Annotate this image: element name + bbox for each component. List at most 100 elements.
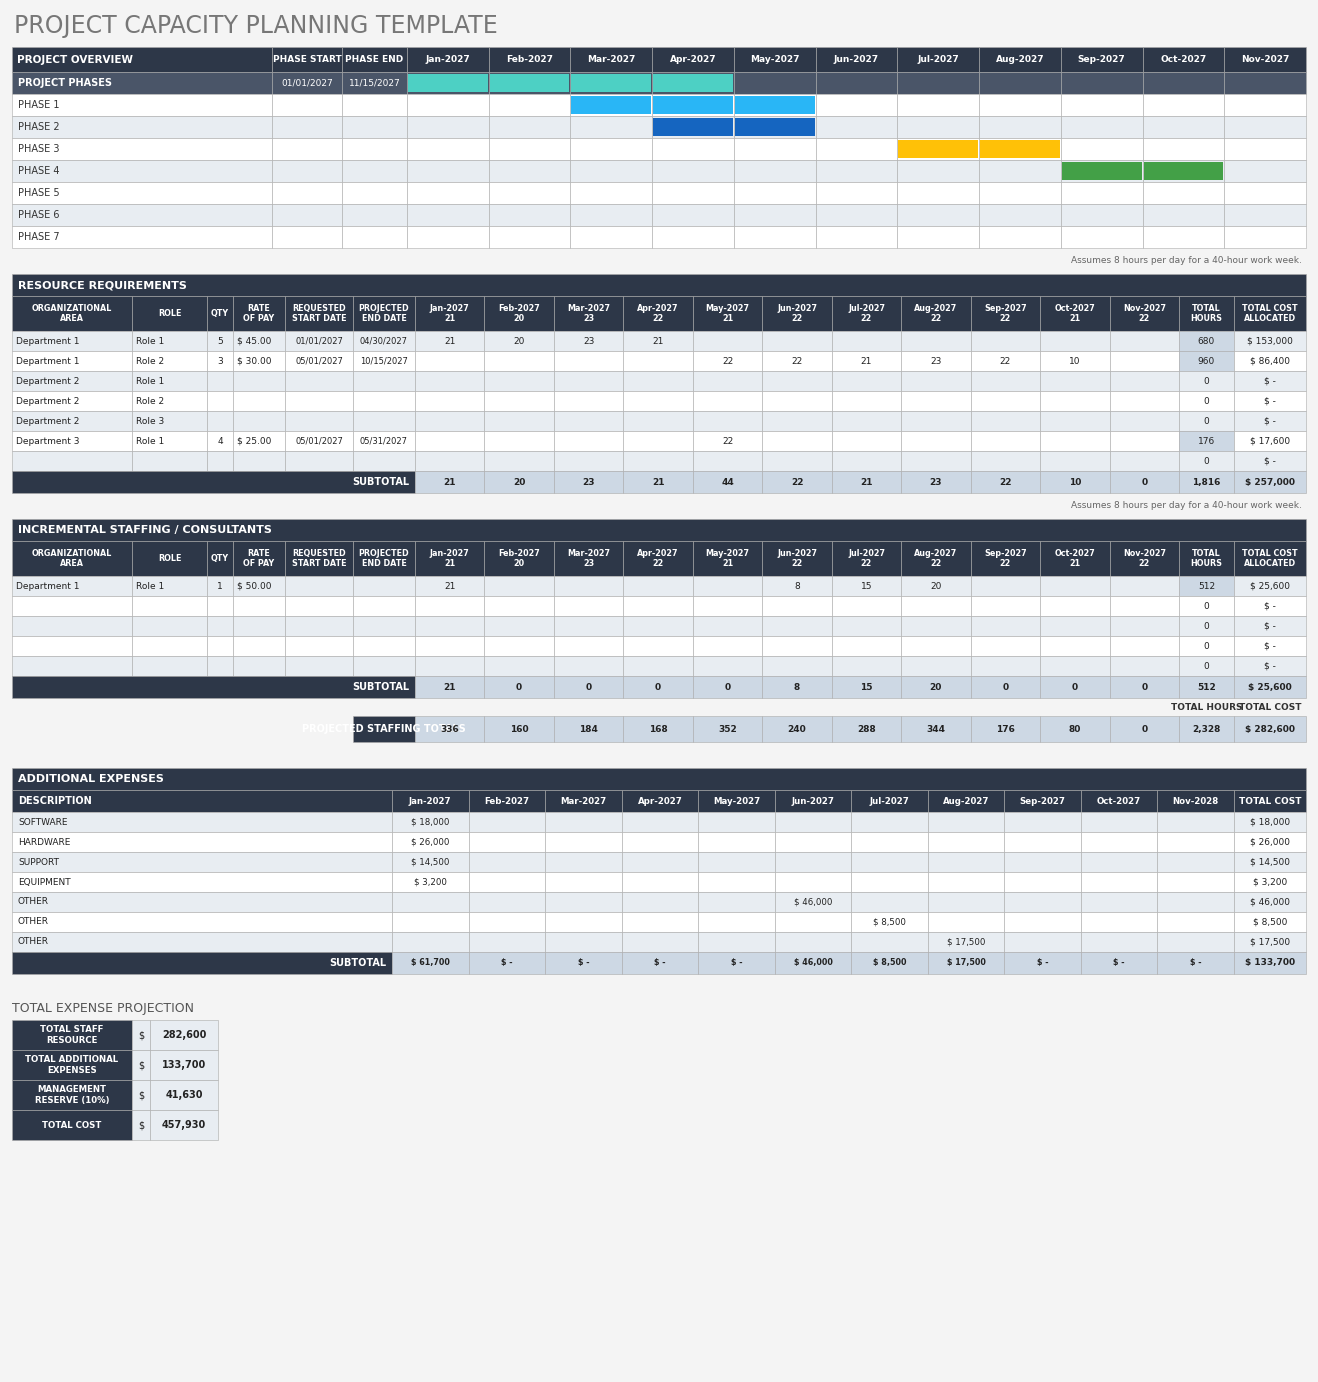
Bar bbox=[1234, 391, 1306, 410]
Bar bbox=[489, 160, 571, 182]
Bar bbox=[485, 576, 554, 596]
Bar bbox=[1061, 205, 1143, 227]
Text: DESCRIPTION: DESCRIPTION bbox=[18, 796, 92, 806]
Text: 22: 22 bbox=[722, 357, 733, 365]
Bar bbox=[816, 116, 898, 138]
Bar bbox=[12, 768, 1306, 791]
Text: PROJECT PHASES: PROJECT PHASES bbox=[18, 77, 112, 88]
Bar bbox=[623, 676, 693, 698]
Bar bbox=[1234, 872, 1306, 891]
Bar bbox=[970, 596, 1040, 616]
Text: TOTAL
HOURS: TOTAL HOURS bbox=[1190, 549, 1223, 568]
Bar bbox=[775, 952, 851, 974]
Bar bbox=[832, 451, 902, 471]
Text: $ -: $ - bbox=[1264, 601, 1276, 611]
Bar bbox=[468, 872, 546, 891]
Bar bbox=[554, 451, 623, 471]
Bar bbox=[353, 351, 415, 370]
Bar bbox=[415, 431, 485, 451]
Text: $ -: $ - bbox=[1264, 662, 1276, 670]
Text: OTHER: OTHER bbox=[18, 897, 49, 907]
Text: 4: 4 bbox=[217, 437, 223, 445]
Text: TOTAL COST
ALLOCATED: TOTAL COST ALLOCATED bbox=[1242, 549, 1298, 568]
Bar bbox=[12, 851, 391, 872]
Bar bbox=[485, 410, 554, 431]
Text: Jan-2027
21: Jan-2027 21 bbox=[430, 304, 469, 323]
Bar bbox=[391, 952, 468, 974]
Bar bbox=[12, 138, 272, 160]
Bar bbox=[832, 540, 902, 576]
Bar bbox=[285, 296, 353, 332]
Text: Sep-2027: Sep-2027 bbox=[1078, 55, 1126, 64]
Text: 21: 21 bbox=[861, 478, 873, 486]
Bar bbox=[1110, 716, 1180, 742]
Bar bbox=[970, 636, 1040, 656]
Bar bbox=[699, 791, 775, 813]
Bar bbox=[468, 791, 546, 813]
Bar bbox=[979, 182, 1061, 205]
Text: Oct-2027
21: Oct-2027 21 bbox=[1054, 549, 1095, 568]
Text: 0: 0 bbox=[585, 683, 592, 691]
Text: Jun-2027: Jun-2027 bbox=[792, 796, 834, 806]
Bar bbox=[902, 596, 970, 616]
Bar bbox=[1040, 540, 1110, 576]
Bar bbox=[1180, 471, 1234, 493]
Bar bbox=[1110, 596, 1180, 616]
Bar bbox=[902, 370, 970, 391]
Bar bbox=[1110, 351, 1180, 370]
Bar bbox=[468, 931, 546, 952]
Bar bbox=[12, 296, 132, 332]
Bar bbox=[970, 576, 1040, 596]
Bar bbox=[1180, 391, 1234, 410]
Bar bbox=[762, 716, 832, 742]
Text: $: $ bbox=[138, 1060, 144, 1070]
Text: PHASE 7: PHASE 7 bbox=[18, 232, 59, 242]
Bar bbox=[468, 952, 546, 974]
Bar bbox=[415, 716, 485, 742]
Text: RESOURCE REQUIREMENTS: RESOURCE REQUIREMENTS bbox=[18, 281, 187, 290]
Text: 15: 15 bbox=[861, 582, 873, 590]
Bar bbox=[12, 676, 415, 698]
Text: INCREMENTAL STAFFING / CONSULTANTS: INCREMENTAL STAFFING / CONSULTANTS bbox=[18, 525, 272, 535]
Text: 176: 176 bbox=[996, 724, 1015, 734]
Bar bbox=[571, 138, 652, 160]
Text: 960: 960 bbox=[1198, 357, 1215, 365]
Text: $ 61,700: $ 61,700 bbox=[411, 959, 449, 967]
Bar bbox=[734, 47, 816, 72]
Bar bbox=[970, 540, 1040, 576]
Bar bbox=[132, 576, 207, 596]
Bar bbox=[832, 370, 902, 391]
Text: 8: 8 bbox=[795, 582, 800, 590]
Bar bbox=[1224, 116, 1306, 138]
Text: 10: 10 bbox=[1069, 478, 1081, 486]
Text: RATE
OF PAY: RATE OF PAY bbox=[244, 549, 274, 568]
Text: May-2027: May-2027 bbox=[750, 55, 800, 64]
Bar bbox=[832, 676, 902, 698]
Bar bbox=[652, 47, 734, 72]
Bar bbox=[1110, 410, 1180, 431]
Text: $ 86,400: $ 86,400 bbox=[1249, 357, 1290, 365]
Text: 22: 22 bbox=[722, 437, 733, 445]
Bar bbox=[1180, 332, 1234, 351]
Bar bbox=[407, 72, 489, 94]
Bar bbox=[1061, 72, 1143, 94]
Bar bbox=[1061, 116, 1143, 138]
Bar bbox=[12, 160, 272, 182]
Text: TOTAL ADDITIONAL
EXPENSES: TOTAL ADDITIONAL EXPENSES bbox=[25, 1056, 119, 1075]
Bar bbox=[415, 656, 485, 676]
Bar bbox=[734, 138, 816, 160]
Text: HARDWARE: HARDWARE bbox=[18, 837, 70, 847]
Bar bbox=[623, 296, 693, 332]
Bar bbox=[554, 471, 623, 493]
Bar bbox=[928, 851, 1004, 872]
Bar bbox=[1081, 791, 1157, 813]
Bar bbox=[762, 636, 832, 656]
Bar bbox=[652, 160, 734, 182]
Text: Department 2: Department 2 bbox=[16, 416, 79, 426]
Text: TOTAL COST: TOTAL COST bbox=[1239, 702, 1301, 712]
Bar bbox=[1040, 636, 1110, 656]
Bar bbox=[1234, 832, 1306, 851]
Bar bbox=[1234, 540, 1306, 576]
Text: 0: 0 bbox=[1203, 601, 1210, 611]
Text: SOFTWARE: SOFTWARE bbox=[18, 818, 67, 826]
